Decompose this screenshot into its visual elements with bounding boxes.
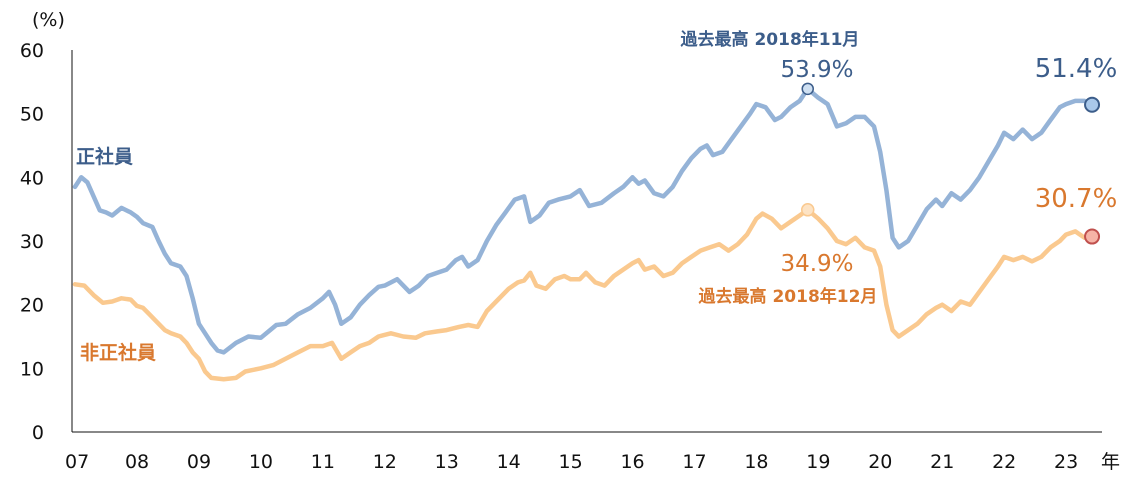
annotations: 過去最高 2018年11月 53.9% 34.9% 過去最高 2018年12月 51.4… bbox=[681, 29, 1118, 307]
peak-value-regular: 53.9% bbox=[780, 57, 853, 83]
latest-marker-non-regular bbox=[1084, 228, 1101, 245]
y-axis-unit: (%) bbox=[32, 9, 65, 31]
series-line-regular bbox=[72, 86, 1095, 355]
x-tick-label: 12 bbox=[373, 451, 397, 473]
x-tick-label: 11 bbox=[311, 451, 335, 473]
series-lines bbox=[72, 86, 1095, 382]
x-tick-label: 13 bbox=[435, 451, 459, 473]
series-label-non-regular: 非正社員 bbox=[80, 341, 156, 364]
x-tick-label: 18 bbox=[744, 451, 768, 473]
y-tick-label: 10 bbox=[20, 358, 44, 380]
y-tick-label: 60 bbox=[20, 40, 44, 62]
peak-caption-non-regular: 過去最高 2018年12月 bbox=[699, 286, 878, 307]
x-tick-label: 09 bbox=[187, 451, 211, 473]
markers bbox=[800, 82, 1101, 245]
peak-caption-regular: 過去最高 2018年11月 bbox=[681, 29, 860, 50]
peak-value-non-regular: 34.9% bbox=[780, 251, 853, 277]
series-label-regular: 正社員 bbox=[76, 145, 133, 168]
y-tick-label: 20 bbox=[20, 295, 44, 317]
x-tick-label: 14 bbox=[497, 451, 521, 473]
series-line-non-regular bbox=[72, 207, 1095, 382]
x-tick-label: 07 bbox=[65, 451, 89, 473]
x-axis-unit: 年 bbox=[1101, 451, 1120, 473]
x-tick-label: 17 bbox=[682, 451, 706, 473]
x-tick-label: 08 bbox=[125, 451, 149, 473]
y-tick-label: 50 bbox=[20, 104, 44, 126]
x-tick-label: 20 bbox=[868, 451, 892, 473]
x-tick-label: 19 bbox=[806, 451, 830, 473]
x-tick-label: 23 bbox=[1054, 451, 1078, 473]
y-tick-label: 0 bbox=[32, 422, 44, 444]
x-tick-label: 22 bbox=[992, 451, 1016, 473]
x-axis: 07 08 09 10 11 12 13 14 15 16 17 18 19 20 21 22 23 bbox=[65, 451, 1078, 473]
y-tick-label: 40 bbox=[20, 167, 44, 189]
latest-marker-regular bbox=[1084, 96, 1101, 113]
y-axis: 0 10 20 30 40 50 60 bbox=[20, 40, 44, 444]
x-tick-label: 21 bbox=[930, 451, 954, 473]
x-tick-label: 16 bbox=[620, 451, 644, 473]
peak-marker-regular bbox=[801, 82, 814, 96]
y-tick-label: 30 bbox=[20, 231, 44, 253]
latest-value-regular: 51.4% bbox=[1035, 54, 1118, 84]
latest-value-non-regular: 30.7% bbox=[1035, 184, 1118, 214]
x-tick-label: 15 bbox=[559, 451, 583, 473]
peak-marker-non-regular bbox=[800, 203, 815, 217]
x-tick-label: 10 bbox=[249, 451, 273, 473]
